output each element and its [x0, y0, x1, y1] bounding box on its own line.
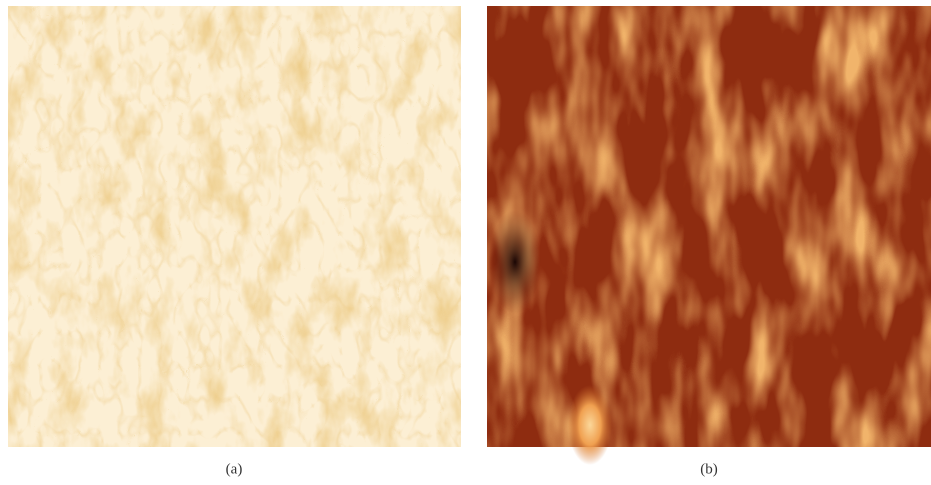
page: (a) (b) (() => { const data = JSON.parse… — [0, 0, 931, 485]
panel-b-image — [487, 6, 931, 465]
panel-a-image — [8, 6, 461, 447]
figure: (a) (b) — [0, 0, 931, 485]
panel-label: (b) — [700, 461, 718, 477]
panel-label: (a) — [226, 461, 243, 477]
